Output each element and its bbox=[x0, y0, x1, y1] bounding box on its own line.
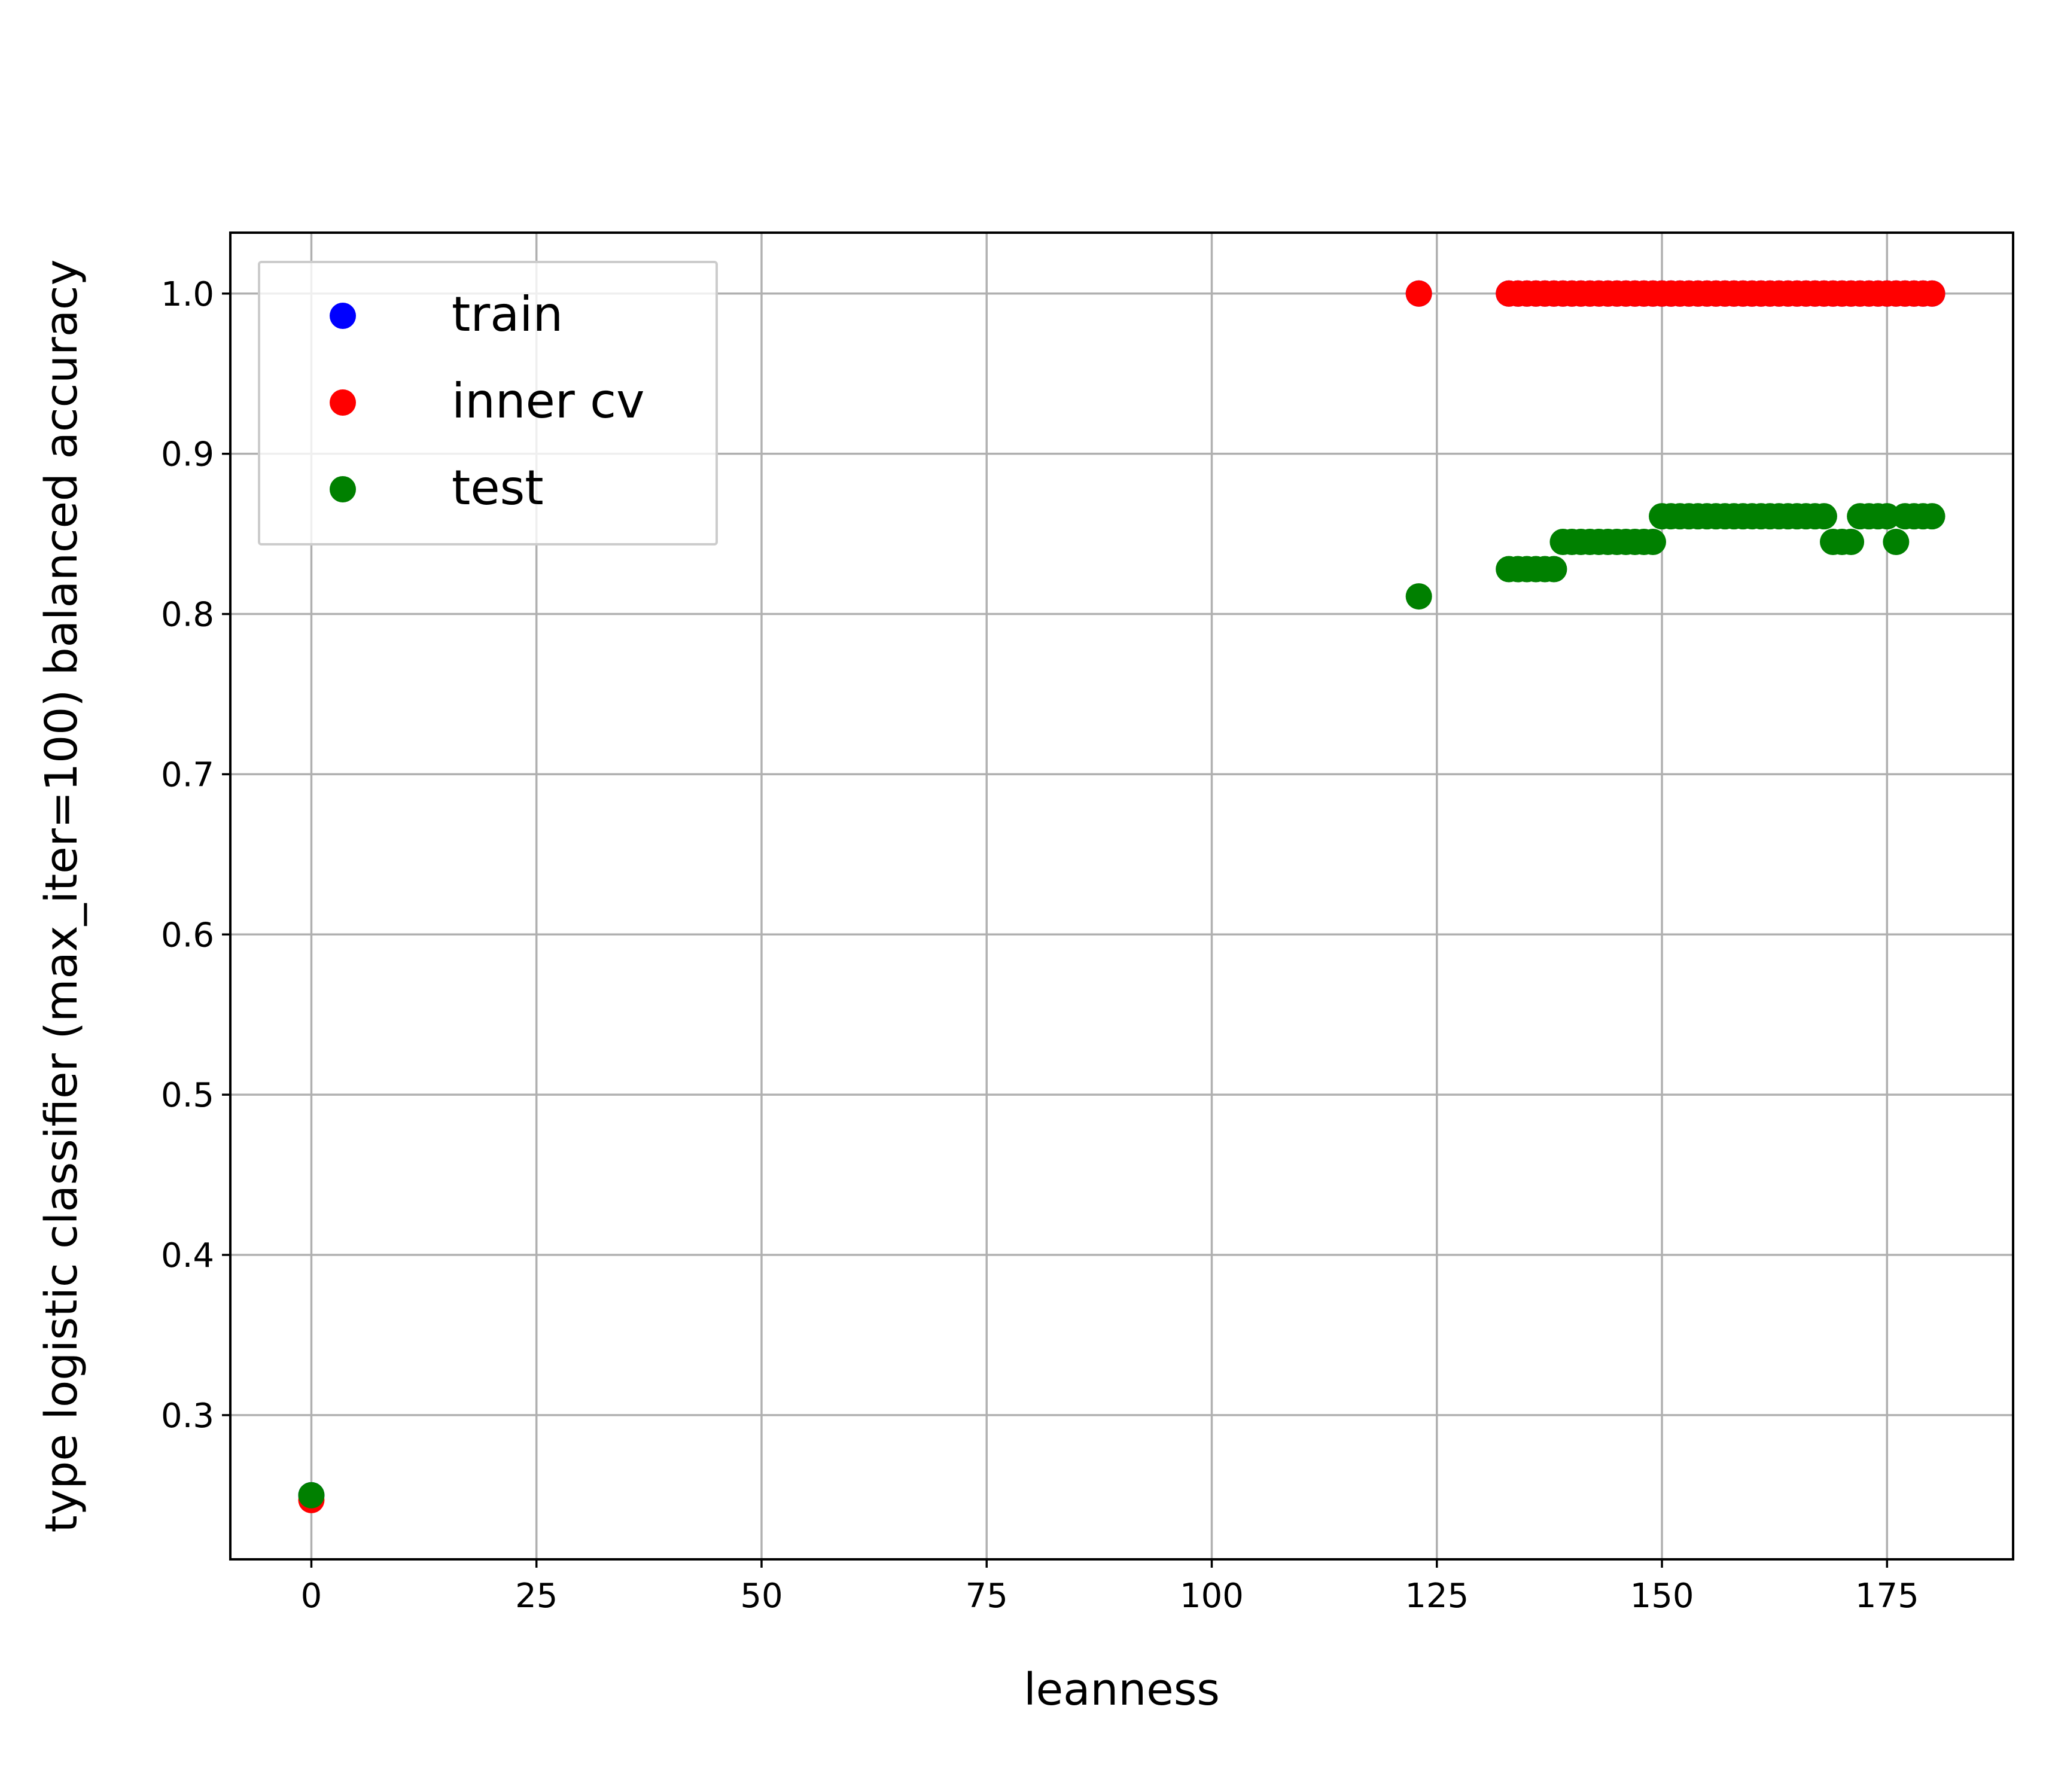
legend-frame bbox=[258, 261, 718, 545]
x-tick-label: 25 bbox=[515, 1577, 558, 1616]
x-axis-label: leanness bbox=[1024, 1664, 1220, 1715]
data-point-test bbox=[1540, 556, 1567, 583]
legend-label-test: test bbox=[452, 460, 544, 516]
x-tick-label: 75 bbox=[966, 1577, 1008, 1616]
y-tick-label: 0.6 bbox=[161, 916, 214, 955]
legend-label-train: train bbox=[452, 287, 563, 342]
grid bbox=[230, 233, 2013, 1559]
legend-marker-test bbox=[330, 476, 356, 502]
data-points bbox=[298, 280, 1945, 1513]
y-tick-label: 0.7 bbox=[161, 755, 214, 794]
y-tick-label: 0.9 bbox=[161, 435, 214, 474]
y-tick-label: 0.3 bbox=[161, 1397, 214, 1436]
data-point-test bbox=[298, 1482, 325, 1508]
axis-ticks: 0 25 50 75 100 125 150 175 0.3 0.4 0.5 0.6 0.7 0.8 0.9… bbox=[161, 275, 1919, 1616]
data-point-inner-cv bbox=[1919, 280, 1945, 307]
data-point-test bbox=[1405, 583, 1432, 610]
data-point-test bbox=[1883, 528, 1910, 555]
x-tick-label: 150 bbox=[1630, 1577, 1694, 1616]
data-point-inner-cv bbox=[1405, 280, 1432, 307]
x-tick-label: 175 bbox=[1855, 1577, 1919, 1616]
x-tick-label: 50 bbox=[740, 1577, 783, 1616]
legend: train inner cv test bbox=[258, 261, 718, 545]
y-tick-label: 1.0 bbox=[161, 275, 214, 314]
y-tick-label: 0.4 bbox=[161, 1236, 214, 1275]
data-point-test bbox=[1874, 503, 1901, 530]
legend-marker-inner-cv bbox=[330, 389, 356, 416]
data-point-test bbox=[1919, 503, 1945, 530]
plot-frame bbox=[229, 231, 2014, 1561]
x-tick-label: 125 bbox=[1405, 1577, 1469, 1616]
legend-marker-train bbox=[330, 303, 356, 329]
data-point-test bbox=[1639, 528, 1666, 555]
y-tick-label: 0.5 bbox=[161, 1076, 214, 1115]
data-point-test bbox=[1838, 528, 1865, 555]
x-tick-label: 100 bbox=[1180, 1577, 1244, 1616]
x-tick-label: 0 bbox=[301, 1577, 322, 1616]
y-tick-label: 0.8 bbox=[161, 596, 214, 635]
data-point-test bbox=[1810, 503, 1837, 530]
legend-label-inner-cv: inner cv bbox=[452, 373, 645, 429]
y-axis-label: type logistic classifier (max_iter=100) … bbox=[36, 260, 87, 1533]
